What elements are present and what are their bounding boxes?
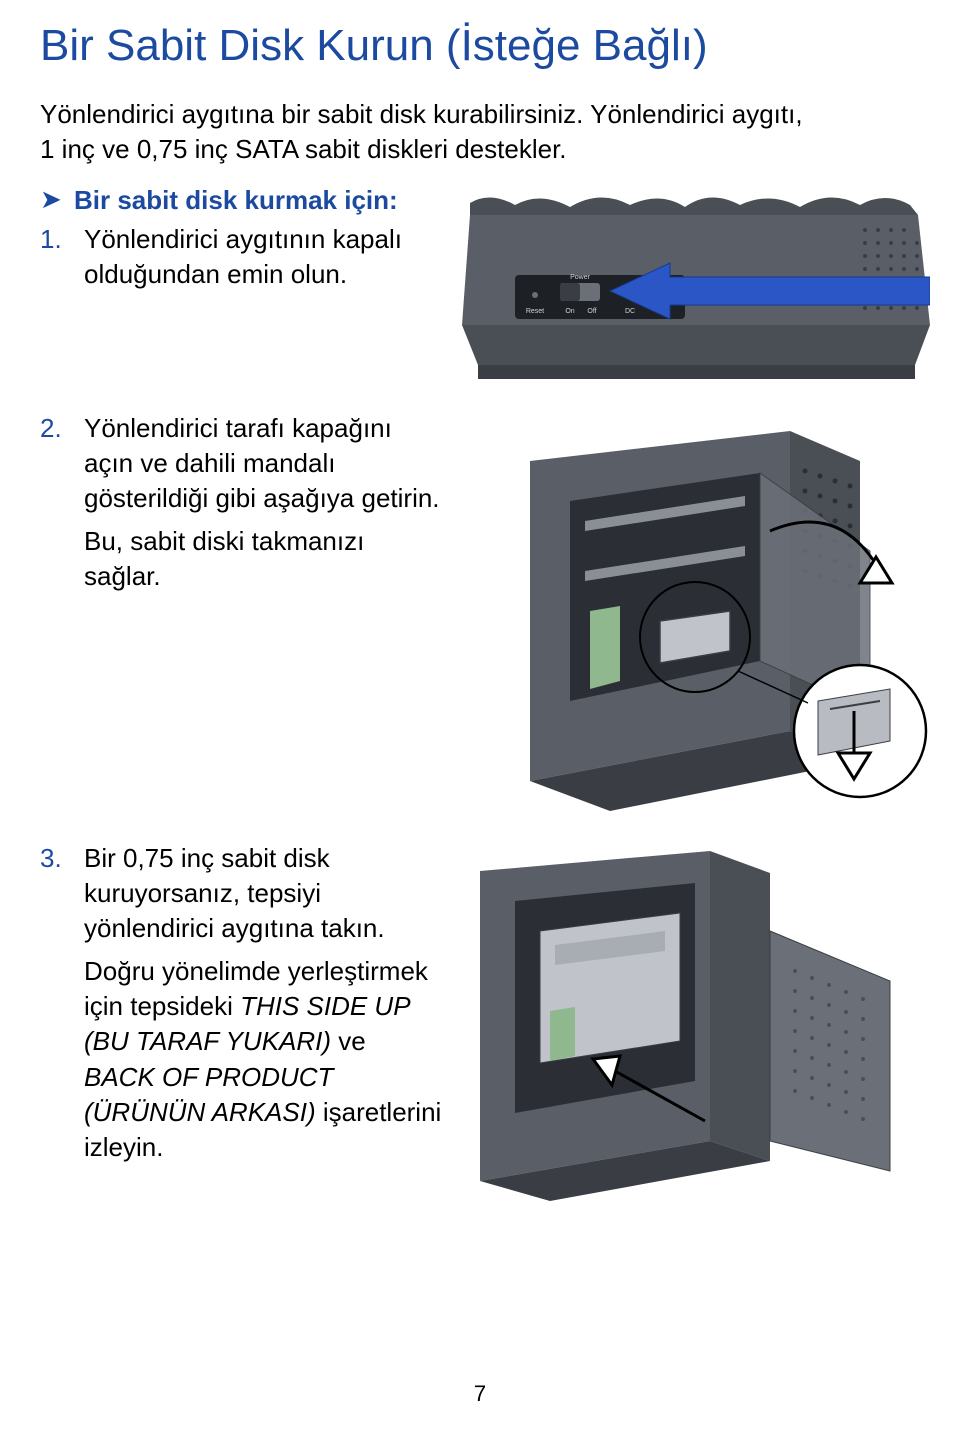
figure-step-3 <box>460 841 930 1201</box>
step-1-text: Yönlendirici aygıtının kapalı olduğundan… <box>84 222 442 292</box>
svg-text:DC: DC <box>625 308 635 315</box>
step-2-text: Yönlendirici tarafı kapağını açın ve dah… <box>84 411 442 516</box>
step-3-number: 3. <box>40 841 84 876</box>
page-number: 7 <box>0 1381 960 1407</box>
svg-text:Reset: Reset <box>526 308 544 315</box>
step-3-extra: Doğru yönelimde yerleştirmek için tepsid… <box>84 954 442 1165</box>
section-step-3: 3. Bir 0,75 inç sabit disk kuruyorsanız,… <box>40 841 920 1201</box>
step-1-number: 1. <box>40 222 84 257</box>
section-step-2: 2. Yönlendirici tarafı kapağını açın ve … <box>40 411 920 811</box>
task-label: Bir sabit disk kurmak için: <box>74 185 398 216</box>
step-2-number: 2. <box>40 411 84 446</box>
section-step-1: ➤ Bir sabit disk kurmak için: 1. Yönlend… <box>40 185 920 385</box>
figure-step-1: Reset Power On Off DC <box>460 185 930 385</box>
svg-text:Off: Off <box>587 308 596 315</box>
intro-paragraph: Yönlendirici aygıtına bir sabit disk kur… <box>40 97 820 167</box>
step-2-extra: Bu, sabit diski takmanızı sağlar. <box>84 524 442 594</box>
step-3-text: Bir 0,75 inç sabit disk kuruyorsanız, te… <box>84 841 442 946</box>
task-bullet-icon: ➤ <box>40 185 74 214</box>
figure-step-2 <box>460 411 930 811</box>
page-title: Bir Sabit Disk Kurun (İsteğe Bağlı) <box>40 20 920 73</box>
svg-text:Power: Power <box>570 274 591 281</box>
svg-text:On: On <box>565 308 574 315</box>
